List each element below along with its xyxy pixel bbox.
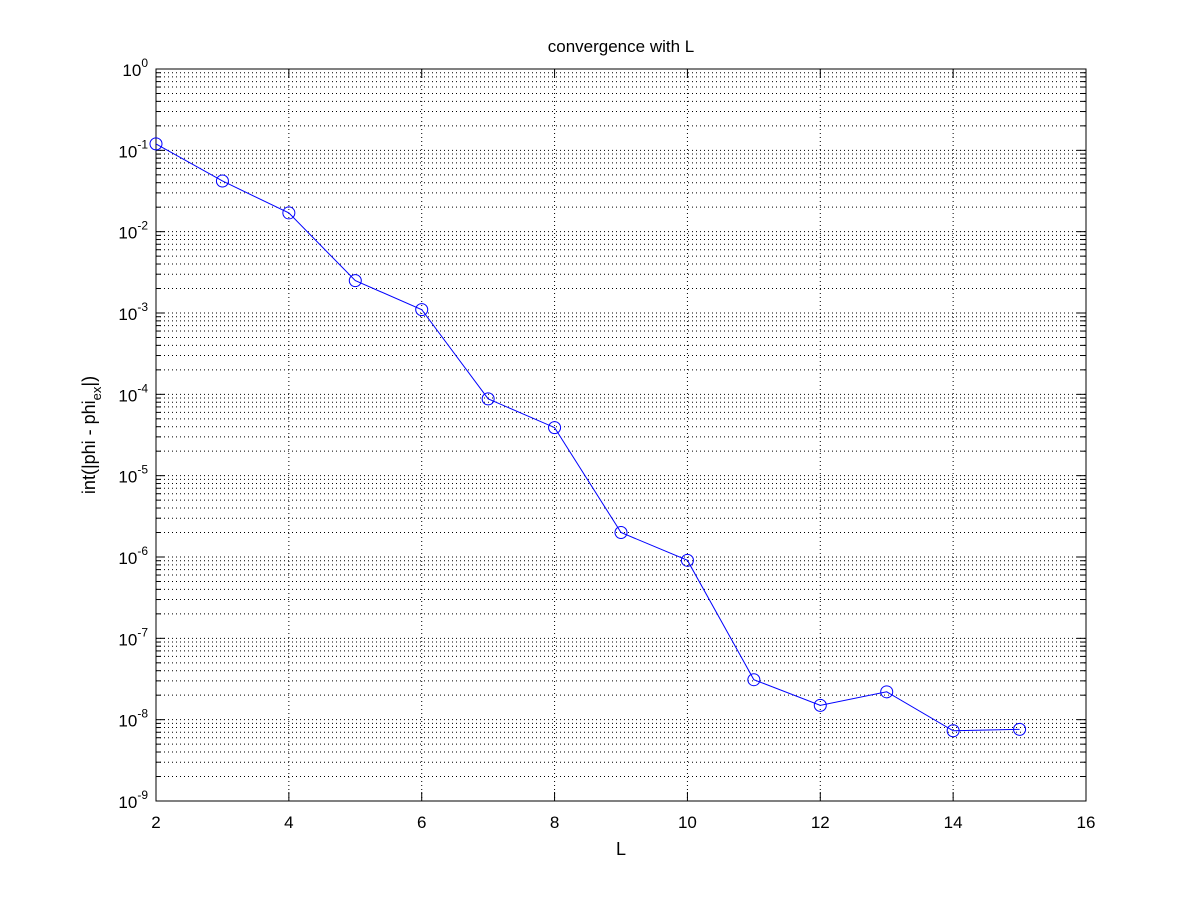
data-point-marker <box>747 673 761 687</box>
data-point-marker <box>548 421 562 435</box>
data-point-marker <box>614 526 628 540</box>
x-tick-label: 12 <box>811 813 830 832</box>
y-tick-label-exponent: -2 <box>137 219 148 233</box>
y-tick-label-base: 10 <box>118 468 137 487</box>
y-tick-label-exponent: -1 <box>137 137 148 151</box>
y-tick-label-exponent: -5 <box>137 463 148 477</box>
x-tick-label: 10 <box>678 813 697 832</box>
data-point-marker <box>282 206 296 220</box>
y-tick-label: 10-5 <box>118 463 148 487</box>
y-tick-label-exponent: -9 <box>137 788 148 802</box>
x-tick-label: 2 <box>151 813 160 832</box>
y-axis-label-suffix: |) <box>79 376 99 387</box>
data-point-marker <box>215 174 229 188</box>
chart-title: convergence with L <box>548 37 694 56</box>
y-tick-label: 10-1 <box>118 137 148 161</box>
data-point-marker <box>1013 722 1027 736</box>
data-point-marker <box>880 685 894 699</box>
plot-frame <box>155 68 1087 802</box>
y-tick-label-base: 10 <box>118 305 137 324</box>
y-tick-label-exponent: -8 <box>137 707 148 721</box>
data-point-marker <box>149 137 163 151</box>
y-tick-label-base: 10 <box>118 549 137 568</box>
y-tick-label-base: 10 <box>122 61 141 80</box>
y-tick-label: 10-4 <box>118 381 148 405</box>
y-tick-label: 10-3 <box>118 300 148 324</box>
data-point-marker <box>946 724 960 738</box>
y-tick-label: 10-7 <box>118 625 148 649</box>
data-point-marker <box>481 392 495 406</box>
y-axis-label: int(|phi - phiex|) <box>79 376 104 494</box>
data-point-marker <box>813 698 827 712</box>
y-tick-label-base: 10 <box>118 630 137 649</box>
y-axis-label-main: int(|phi - phi <box>79 400 99 494</box>
y-tick-label-exponent: -4 <box>137 381 148 395</box>
plot-area <box>156 69 1086 801</box>
grid-lines <box>156 69 1086 801</box>
y-tick-label-exponent: -3 <box>137 300 148 314</box>
y-tick-label-exponent: 0 <box>141 56 148 70</box>
y-tick-label-base: 10 <box>118 386 137 405</box>
x-tick-labels: 2 4 6 8 10 12 14 16 <box>151 813 1095 832</box>
y-tick-label-base: 10 <box>118 224 137 243</box>
y-tick-label-base: 10 <box>118 142 137 161</box>
x-tick-label: 4 <box>284 813 293 832</box>
series-group <box>149 137 1027 738</box>
x-tick-label: 14 <box>944 813 963 832</box>
data-point-marker <box>680 553 694 567</box>
y-tick-label: 10-9 <box>118 788 148 812</box>
data-point-marker <box>348 274 362 288</box>
data-point-marker <box>415 303 429 317</box>
y-tick-label: 10-6 <box>118 544 148 568</box>
y-axis-label-subscript: ex <box>89 386 104 400</box>
y-tick-label: 100 <box>122 56 148 80</box>
x-tick-label: 8 <box>550 813 559 832</box>
y-tick-label-exponent: -6 <box>137 544 148 558</box>
y-tick-label: 10-2 <box>118 219 148 243</box>
series-line <box>155 143 1020 732</box>
x-tick-label: 6 <box>417 813 426 832</box>
y-tick-label-base: 10 <box>118 712 137 731</box>
axis-ticks <box>155 68 1087 802</box>
y-tick-label: 10-8 <box>118 707 148 731</box>
y-tick-label-base: 10 <box>118 793 137 812</box>
x-tick-label: 16 <box>1077 813 1096 832</box>
x-axis-label: L <box>616 839 626 859</box>
y-tick-label-exponent: -7 <box>137 625 148 639</box>
